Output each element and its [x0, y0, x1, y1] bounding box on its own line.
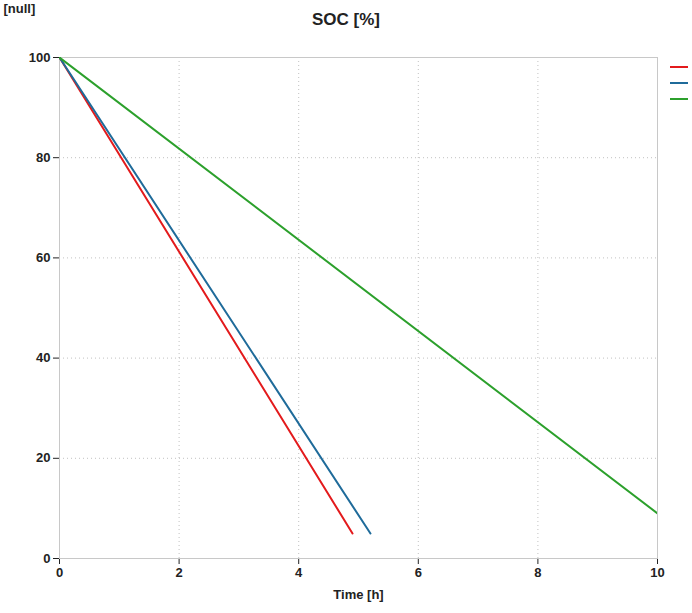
svg-text:20: 20: [36, 450, 50, 465]
svg-text:6: 6: [415, 565, 422, 580]
svg-text:4: 4: [295, 565, 303, 580]
svg-text:2: 2: [175, 565, 182, 580]
svg-text:[null]: [null]: [4, 1, 36, 16]
svg-text:Time [h]: Time [h]: [333, 587, 383, 602]
svg-text:8: 8: [534, 565, 541, 580]
svg-text:0: 0: [56, 565, 63, 580]
html-text:SOC [%]: SOC [%]: [312, 10, 380, 29]
svg-text:100: 100: [29, 50, 51, 65]
svg-text:10: 10: [650, 565, 664, 580]
svg-text:80: 80: [36, 150, 50, 165]
svg-text:60: 60: [36, 250, 50, 265]
svg-text:40: 40: [36, 350, 50, 365]
svg-text:0: 0: [43, 551, 50, 566]
